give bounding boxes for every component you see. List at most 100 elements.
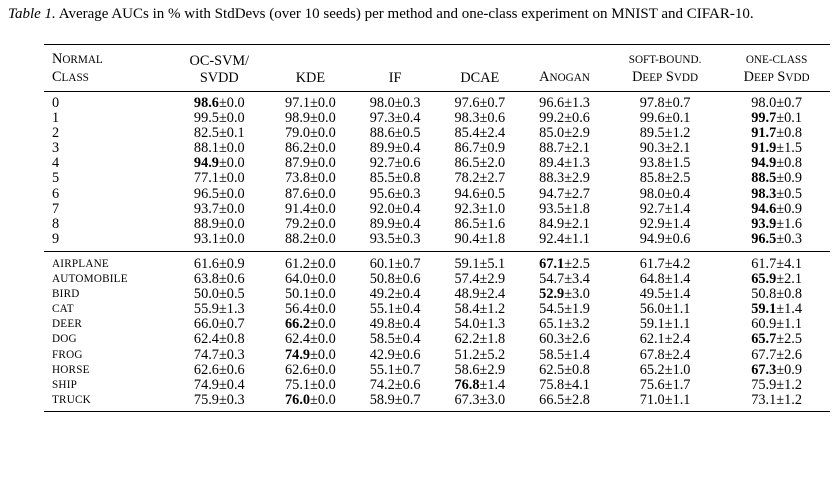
mnist-class-label: 5	[52, 170, 60, 187]
auc-mean: 62.6	[285, 361, 311, 378]
mnist-cell: 94.7±2.7	[522, 186, 607, 202]
auc-mean: 91.4	[285, 200, 311, 217]
auc-mean: 90.4	[454, 230, 480, 247]
mnist-cell: 98.9±0.0	[268, 111, 353, 126]
cifar-cell: 74.2±0.6	[353, 377, 438, 393]
cifar-cell: 66.5±2.8	[522, 392, 607, 412]
auc-mean: 94.6	[454, 185, 480, 202]
auc-mean: 56.0	[639, 301, 665, 318]
mnist-row: 6 96.5±0.0 87.6±0.0 95.6±0.3 94.6±0.5 94.7±2.…	[44, 185, 830, 202]
cifar-row: DEER 66.0±0.7 66.2±0.0 49.8±0.4 54.0±1.3 65.1…	[44, 317, 830, 332]
cifar-cell: 67.7±2.6	[723, 347, 830, 363]
auc-mean: 99.7	[751, 110, 777, 127]
auc-std: ±0.5	[394, 125, 421, 142]
auc-std: ±5.1	[479, 255, 506, 272]
header-col-0-line-0: OC-SVM/	[189, 53, 250, 69]
auc-mean: 85.4	[454, 125, 480, 142]
auc-mean: 97.6	[454, 95, 480, 111]
auc-std: ±0.4	[394, 140, 421, 157]
cifar-cell: 58.6±2.9	[437, 362, 522, 378]
auc-std: ±0.0	[310, 125, 336, 142]
auc-mean: 57.4	[454, 271, 480, 288]
auc-mean: 55.1	[369, 361, 395, 378]
cifar-cell: 55.1±0.7	[353, 361, 438, 378]
cifar-cell: 58.4±1.2	[437, 302, 522, 317]
mnist-row: 3 88.1±0.0 86.2±0.0 89.9±0.4 86.7±0.9 88.7±2.…	[44, 141, 830, 156]
header-col-4: ANOGAN	[522, 44, 607, 92]
cifar-cell: 56.0±1.1	[607, 302, 723, 317]
auc-std: ±0.0	[218, 215, 245, 232]
header-col-4-line-0: ANOGAN	[539, 69, 590, 85]
auc-mean: 98.3	[454, 110, 480, 127]
cifar-class-label: DEER	[52, 318, 83, 331]
mnist-cell: 89.5±1.2	[607, 126, 723, 141]
header-normal-line2: CLASS	[52, 69, 89, 85]
cifar-class-label: AUTOMOBILE	[52, 273, 128, 286]
auc-mean: 49.8	[369, 316, 395, 333]
auc-mean: 49.5	[639, 286, 665, 303]
cifar-cell: 60.3±2.6	[522, 332, 607, 347]
cifar-cell: 62.6±0.6	[171, 362, 268, 378]
mnist-cell: 73.8±0.0	[268, 171, 353, 186]
auc-mean: 42.9	[369, 346, 395, 363]
cifar-row: DOG 62.4±0.8 62.4±0.0 58.5±0.4 62.2±1.8 60.3±…	[44, 332, 830, 347]
mnist-cell: 88.2±0.0	[268, 231, 353, 252]
mnist-row: 4 94.9±0.0 87.9±0.0 92.7±0.6 86.5±2.0 89.4±1.…	[44, 156, 830, 171]
cifar-cell: 67.8±2.4	[607, 347, 723, 363]
mnist-cell: 91.9±1.5	[723, 141, 830, 156]
mnist-class-label: 9	[52, 230, 60, 247]
auc-std: ±1.2	[664, 125, 691, 142]
auc-std: ±0.9	[218, 255, 245, 272]
header-col-5: SOFT-BOUND. DEEP SVDD	[606, 44, 724, 92]
auc-std: ±0.0	[310, 110, 336, 127]
cifar-cell: 67.3±0.9	[723, 362, 830, 378]
mnist-class-label: 8	[52, 215, 60, 232]
cifar-cell: 74.9±0.4	[171, 377, 268, 393]
auc-mean: 89.5	[639, 125, 665, 142]
cifar-cell: 54.7±3.4	[522, 271, 607, 287]
auc-mean: 86.5	[454, 215, 480, 232]
mnist-class-label: 3	[52, 140, 60, 157]
cifar-cell: 73.1±1.2	[723, 392, 830, 412]
mnist-class-label: 6	[52, 185, 60, 202]
auc-std: ±0.3	[394, 95, 421, 111]
mnist-cell: 88.6±0.5	[353, 126, 438, 141]
mnist-cell: 88.7±2.1	[522, 141, 607, 156]
auc-mean: 98.0	[751, 95, 777, 111]
auc-std: ±1.3	[479, 316, 506, 333]
auc-mean: 96.5	[193, 185, 219, 202]
auc-std: ±0.8	[564, 361, 590, 378]
auc-mean: 94.6	[751, 200, 777, 217]
auc-mean: 85.5	[369, 170, 395, 187]
header-col-1-line-0: KDE	[295, 70, 326, 86]
cifar-cell: 65.9±2.1	[723, 271, 830, 287]
auc-std: ±1.9	[564, 301, 590, 318]
auc-mean: 58.4	[454, 301, 480, 318]
mnist-cell: 90.3±2.1	[607, 141, 723, 156]
auc-mean: 87.9	[285, 155, 311, 172]
cifar-class-label: FROG	[52, 348, 83, 361]
auc-std: ±2.5	[664, 170, 691, 187]
auc-mean: 62.4	[193, 331, 219, 348]
cifar-row: AIRPLANE 61.6±0.9 61.2±0.0 60.1±0.7 59.1±5.1…	[44, 250, 830, 273]
auc-std: ±4.2	[664, 255, 691, 272]
auc-mean: 86.2	[285, 140, 311, 157]
mnist-cell: 86.5±2.0	[437, 156, 522, 171]
mnist-cell: 99.7±0.1	[723, 111, 830, 126]
auc-mean: 90.3	[639, 140, 665, 157]
auc-mean: 76.0	[285, 391, 311, 408]
auc-mean: 62.4	[285, 331, 311, 348]
auc-mean: 95.6	[369, 185, 395, 202]
auc-mean: 65.7	[751, 331, 777, 348]
mnist-cell: 87.9±0.0	[268, 156, 353, 171]
auc-mean: 98.0	[369, 95, 395, 111]
auc-std: ±0.0	[310, 185, 336, 202]
mnist-cell: 97.1±0.0	[268, 92, 353, 112]
auc-std: ±0.3	[394, 230, 421, 247]
mnist-cell: 98.0±0.4	[607, 186, 723, 202]
auc-std: ±0.0	[310, 391, 336, 408]
cifar-cell: 75.6±1.7	[607, 377, 723, 393]
auc-std: ±0.8	[776, 286, 802, 303]
auc-std: ±0.8	[776, 155, 802, 172]
auc-mean: 82.5	[193, 125, 219, 142]
